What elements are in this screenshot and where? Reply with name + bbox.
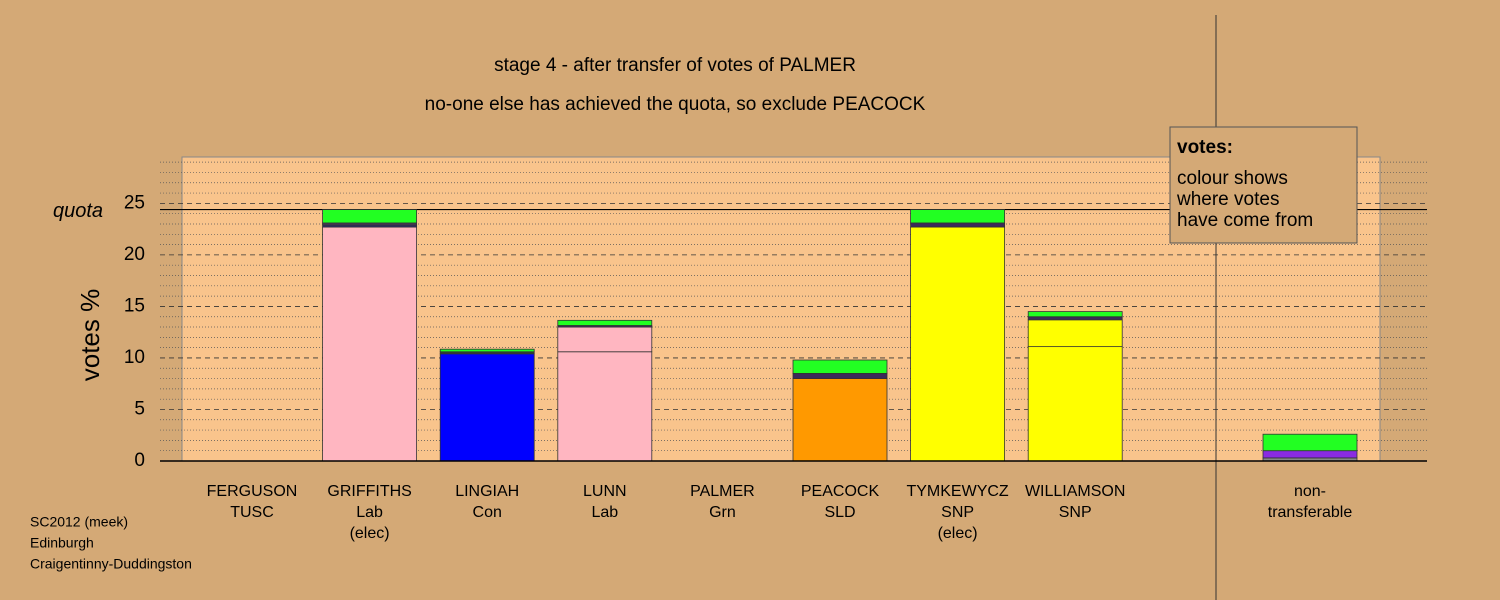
x-tick-label: PEACOCK [801,483,880,500]
bar-segment [1027,346,1123,462]
x-tick-label: SLD [824,504,855,521]
x-tick-label: Lab [356,504,383,521]
bar-segment [557,326,653,353]
x-tick-label: TYMKEWYCZ [906,483,1008,500]
y-tick-label: 20 [124,244,145,265]
x-tick-label: WILLIAMSON [1025,483,1125,500]
y-tick-label: 5 [134,398,145,419]
x-tick-label: Grn [709,504,736,521]
quota-label: quota [53,200,103,222]
x-tick-label: Con [473,504,502,521]
bar-segment [439,348,535,353]
bar-segment [557,319,653,326]
bar-segment [1027,316,1123,321]
y-tick-label: 10 [124,347,145,368]
footer: Edinburgh [30,535,94,551]
x-tick-label: LINGIAH [455,483,519,500]
x-tick-label: GRIFFITHS [327,483,411,500]
legend-text: colour shows [1177,168,1288,189]
bar-segment [792,359,888,374]
legend-text: where votes [1176,189,1279,210]
bar-segment [1027,311,1123,318]
y-tick-label: 25 [124,192,145,213]
legend-title: votes: [1177,137,1233,158]
bar-segment [910,226,1005,462]
chart-title: stage 4 - after transfer of votes of PAL… [494,55,856,76]
x-tick-label: FERGUSON [207,483,298,500]
legend-box [1169,126,1358,244]
y-tick-label: 0 [134,450,145,471]
footer: SC2012 (meek) [30,514,128,530]
bar-segment [910,222,1005,228]
x-tick-label: LUNN [583,483,627,500]
x-tick-label: SNP [941,504,974,521]
bar-segment [557,351,653,462]
subtitle: no-one else has achieved the quota, so e… [425,94,926,115]
bar-segment [322,226,418,462]
bar-segment [1262,450,1358,459]
x-tick-label: PALMER [690,483,755,500]
bar-segment [792,373,888,379]
x-tick-label: Lab [591,504,618,521]
legend-text: have come from [1177,210,1313,231]
bar-segment [322,209,418,224]
x-tick-label: non- [1294,483,1326,500]
y-tick-label: 15 [124,295,145,316]
x-tick-label: transferable [1268,504,1353,521]
y-axis-label: votes % [75,289,105,382]
footer: Craigentinny-Duddingston [30,556,192,572]
x-tick-label: SNP [1059,504,1092,521]
bar-segment [439,353,535,462]
bar-segment [1262,433,1358,452]
x-tick-label: (elec) [938,525,978,542]
bar-segment [1027,319,1123,348]
bar-segment [792,378,888,462]
bar-segment [910,209,1005,224]
x-tick-label: (elec) [350,525,390,542]
x-tick-label: TUSC [230,504,274,521]
